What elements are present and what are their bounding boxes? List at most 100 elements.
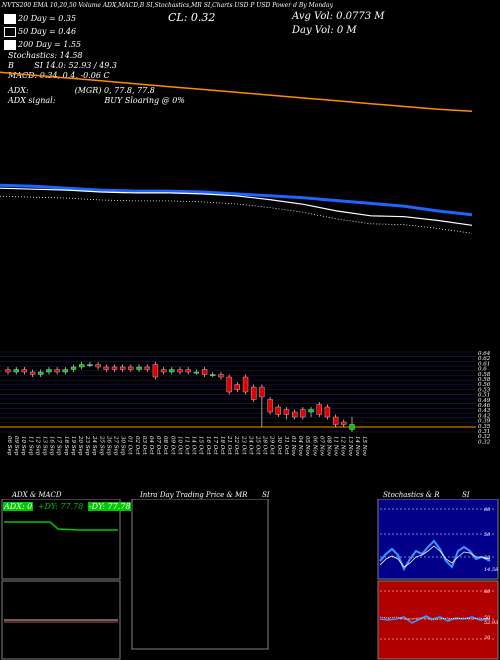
y-tick-label: 0.61 (478, 361, 490, 367)
intraday-title: Intra Day Trading Price & MR (140, 491, 248, 499)
x-tick-label: 21 Oct (226, 435, 232, 455)
legend-swatch (4, 27, 16, 37)
candle (160, 369, 167, 373)
x-tick-label: 17 Oct (212, 436, 218, 455)
macd-readout: MACD: 0.34, 0.4, -0.06 C (8, 71, 110, 80)
y-tick-label: 0.32 (478, 434, 491, 440)
header-item: ADX,MACD,B (102, 2, 145, 9)
x-tick-label: 05 Nov (304, 436, 310, 457)
stoch-axis-label: 80 (484, 507, 491, 513)
y-tick-label: 0.58 (478, 377, 491, 383)
stoch-si-label: SI (462, 491, 470, 499)
candle (38, 371, 44, 375)
adx-values: (MGR) 0, 77.8, 77.8 (74, 86, 155, 95)
x-tick-label: 04 Oct (148, 436, 154, 455)
x-tick-label: 08 Oct (162, 436, 168, 455)
candle (234, 384, 240, 390)
si-prefix: B (8, 61, 14, 70)
candle (251, 386, 257, 400)
intraday-si-label: SI (262, 491, 270, 499)
header-item: SI,Charts USD (203, 2, 249, 9)
x-tick-label: 14 Nov (354, 436, 360, 457)
candle (87, 364, 93, 366)
adx-badge: ADX: 0 (3, 502, 34, 511)
header-item: By Monday (298, 2, 333, 9)
x-tick-label: 20 Sep (77, 435, 83, 456)
x-tick-label: 10 Sep (20, 436, 26, 456)
ema-chart (0, 71, 473, 234)
x-tick-label: 04 Nov (297, 436, 303, 457)
stoch-axis-label: 50 (484, 532, 491, 538)
mr-signal-line (379, 616, 491, 621)
y-tick-label: 0.31 (478, 429, 490, 435)
buy-signal-text: BUY Sloaring @ 0% (104, 96, 185, 105)
stoch-axis-label: 20 (483, 555, 491, 561)
x-tick-label: 14 Oct (191, 436, 197, 455)
x-tick-label: 25 Sep (98, 435, 104, 456)
x-tick-label: 10 Oct (176, 436, 182, 455)
x-tick-label: 09 Oct (169, 436, 175, 455)
x-tick-label: 22 Oct (233, 435, 239, 455)
x-tick-label: 06 Sep (6, 436, 12, 456)
price-dotted-line (0, 195, 473, 234)
candle (144, 366, 150, 370)
stoch-d-line (379, 545, 491, 568)
adx-panel (1, 499, 121, 580)
x-tick-label: 27 Sep (113, 435, 119, 456)
y-tick-label: 0.32 (478, 439, 491, 445)
ema-line-200-day (0, 71, 473, 113)
x-tick-label: 03 Oct (141, 436, 147, 455)
x-tick-label: 13 Sep (42, 436, 48, 456)
legend-label: 20 Day = 0.35 (18, 14, 77, 23)
x-tick-label: 11 Sep (27, 436, 33, 456)
x-tick-label: 09 Sep (13, 436, 19, 456)
candle (128, 366, 134, 370)
y-tick-label: 0.6 (478, 367, 487, 373)
x-tick-label: 24 Oct (247, 435, 253, 455)
candle (70, 366, 77, 370)
candle (193, 371, 200, 374)
y-tick-label: 0.43 (478, 408, 491, 414)
candle (275, 406, 281, 415)
candle (79, 364, 85, 368)
candle (152, 364, 159, 378)
plus-dy-badge: +DY: 77.78 (37, 502, 84, 511)
bottom-panels: 80 50 20 14.58 80 50 20 52.93 (1, 499, 499, 660)
x-tick-label: 31 Oct (283, 436, 289, 455)
x-tick-label: 26 Sep (105, 435, 111, 456)
candle (13, 369, 19, 373)
adx-signal-readout: ADX signal: BUY Sloaring @ 0% (8, 96, 185, 106)
candle (292, 411, 298, 418)
x-tick-label: 15 Oct (198, 436, 204, 455)
x-tick-label: 11 Oct (184, 436, 190, 455)
close-price-label: CL: 0.32 (168, 11, 216, 24)
y-tick-label: 0.58 (478, 372, 491, 378)
header-item: NVTS200 (2, 2, 32, 9)
x-tick-label: 18 Sep (63, 436, 69, 456)
x-tick-label: 25 Oct (255, 435, 261, 455)
adx-macd-title: ADX & MACD (12, 491, 62, 499)
candle (201, 369, 208, 375)
adx-badges: ADX: 0 +DY: 77.78 -DY: 77.78 (3, 502, 132, 511)
x-tick-label: 07 Oct (155, 436, 161, 455)
stoch-axis-label: 14.58 (484, 567, 498, 573)
x-tick-label: 30 Oct (276, 436, 282, 455)
adx-readout: ADX: (MGR) 0, 77.8, 77.8 (8, 86, 185, 96)
candle (242, 376, 249, 393)
header-item: Volume (78, 2, 101, 9)
y-tick-label: 0.35 (478, 424, 491, 430)
x-tick-label: 28 Oct (262, 435, 268, 455)
ema-line-50-day (0, 183, 473, 217)
x-tick-label: 01 Nov (290, 436, 296, 457)
stochastics-readout: Stochastics: 14.58 (8, 51, 83, 60)
legend-item-200-day: 200 Day = 1.55 (4, 38, 81, 51)
candlestick-chart: 0.640.620.610.60.580.580.560.530.510.490… (0, 351, 491, 457)
adx-line (4, 521, 118, 531)
candle (332, 416, 339, 425)
x-tick-label: 07 Nov (318, 436, 324, 457)
candle (349, 424, 355, 430)
candle (210, 374, 216, 376)
mr-axis-label: 50 (484, 615, 491, 621)
header-item: 10,20,50 (49, 2, 77, 9)
si-readout: B SI 14.0: 52.93 / 49.3 (8, 61, 185, 71)
